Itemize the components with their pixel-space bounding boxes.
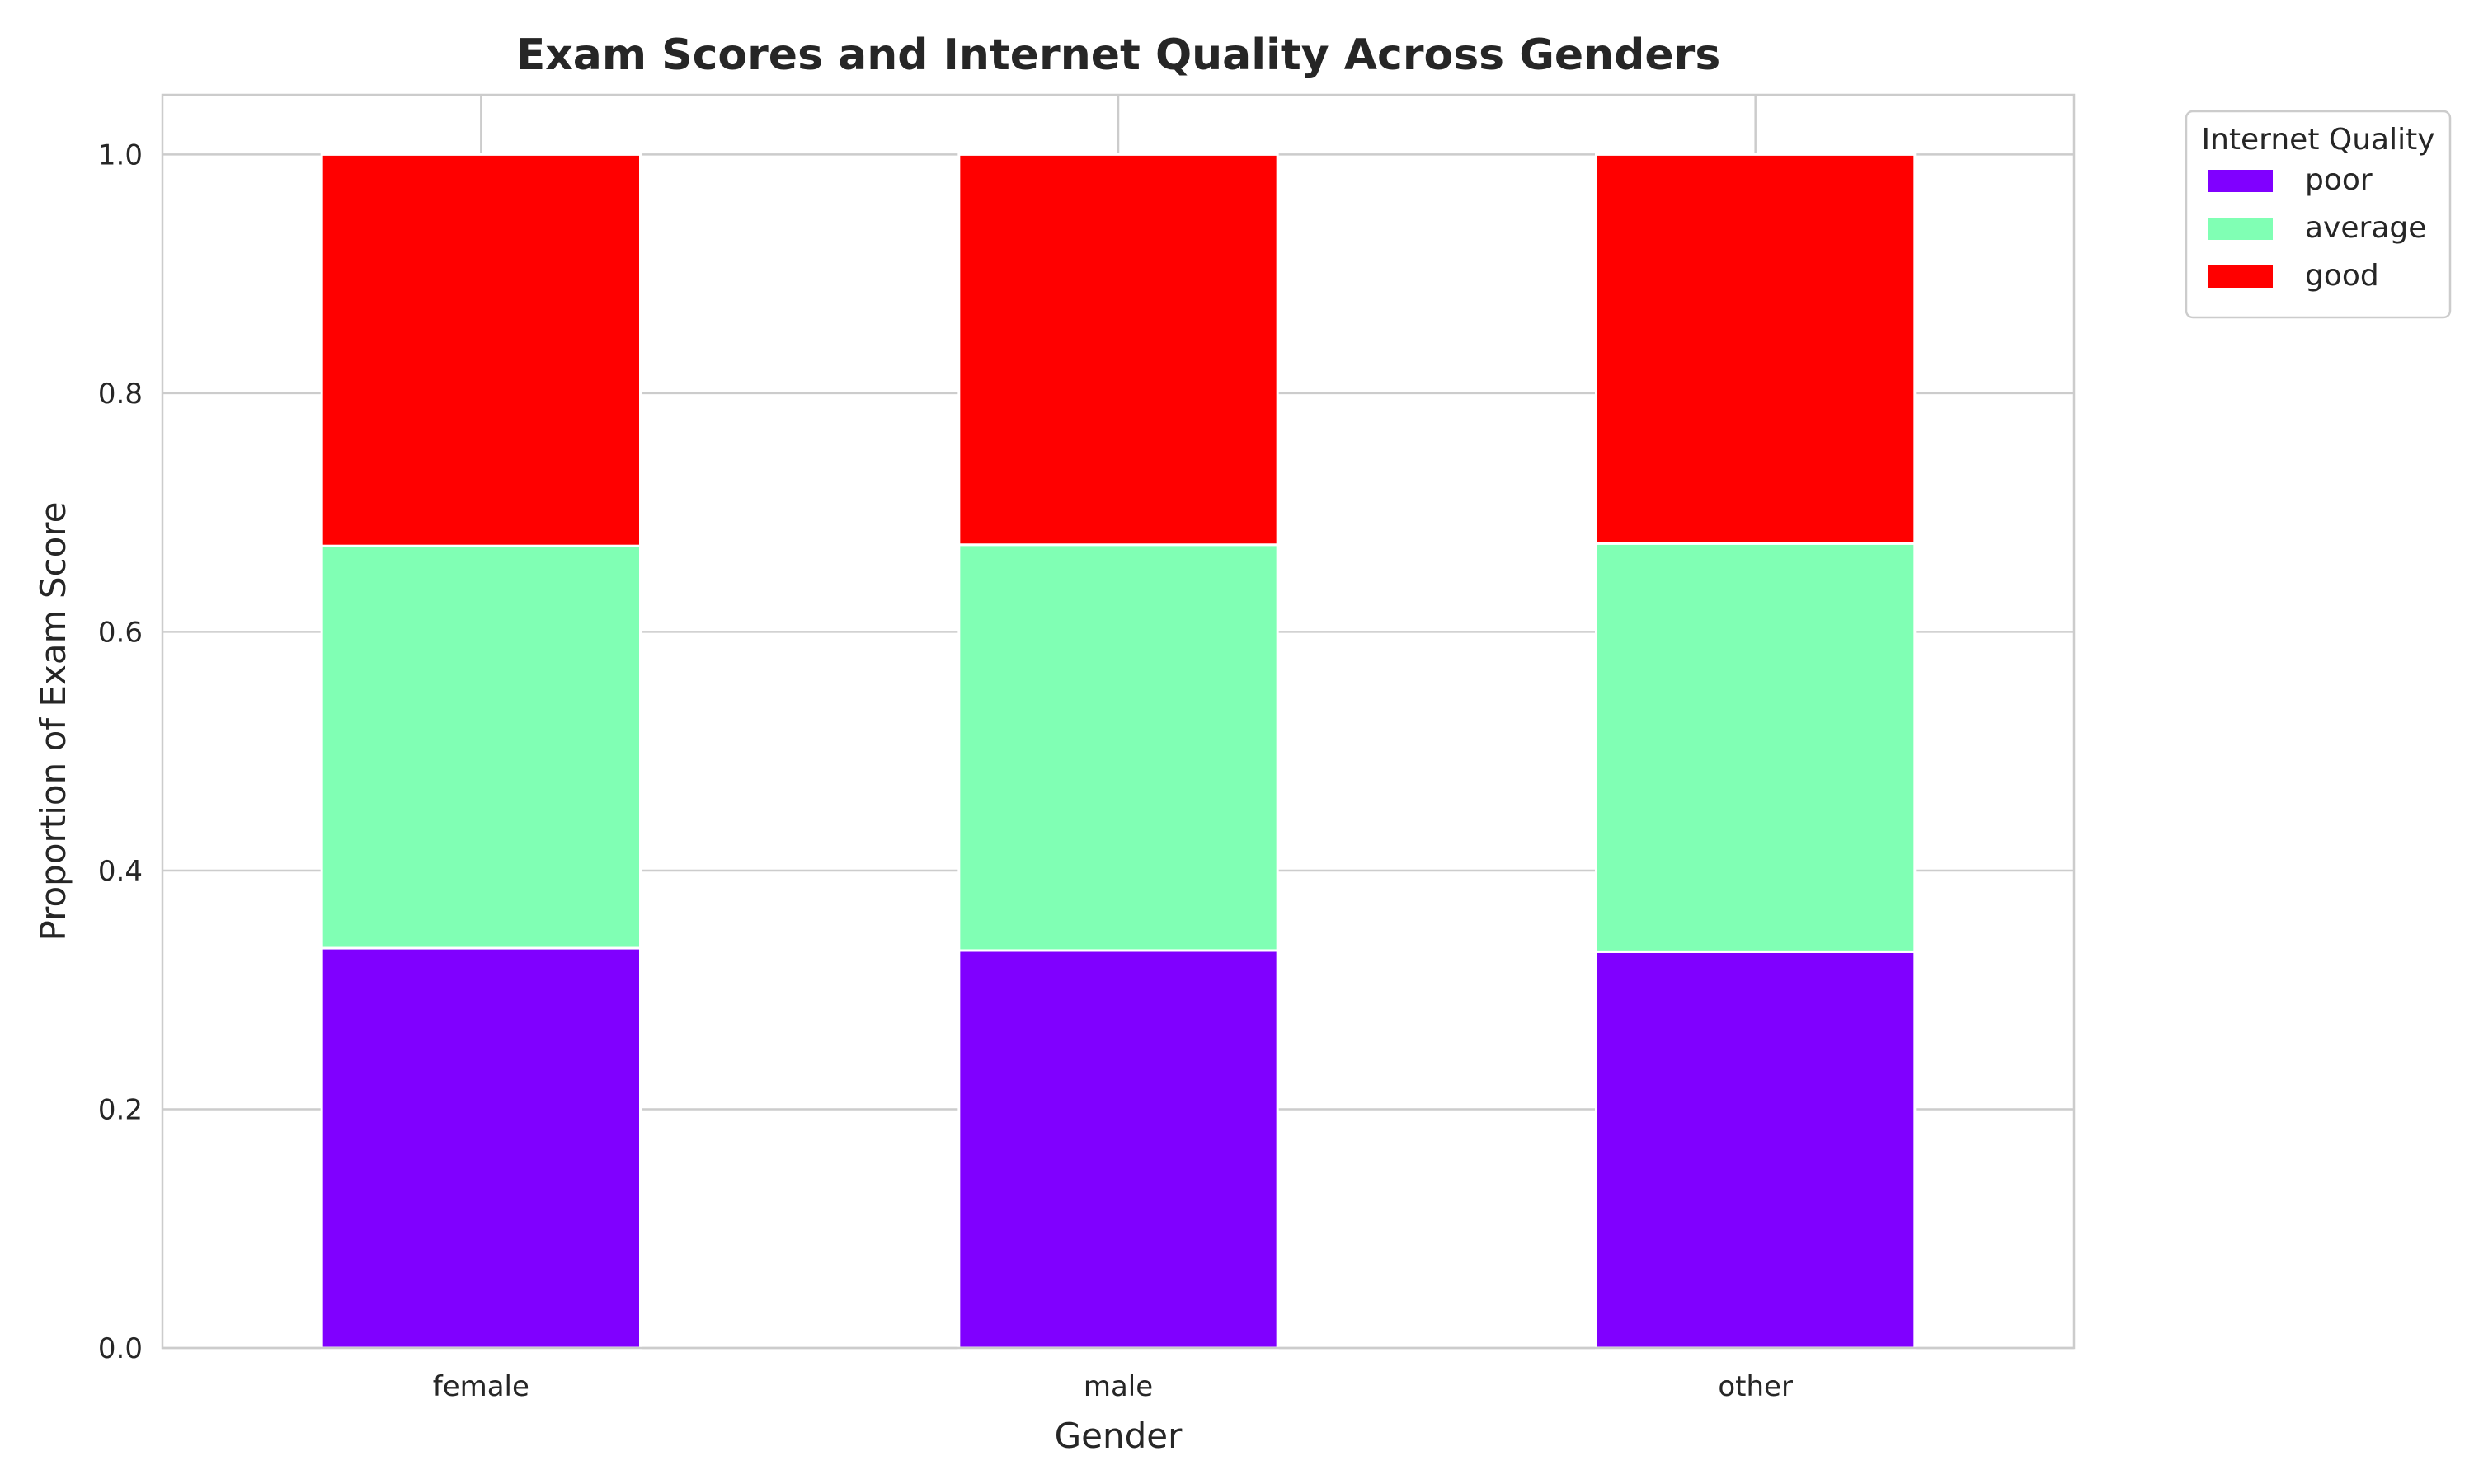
y-axis-ticks: 0.0 0.2 0.4 0.6 0.8 1.0 — [98, 139, 143, 1365]
bar-average-other — [1595, 542, 1917, 953]
y-tick-label: 0.0 — [98, 1332, 143, 1365]
bar-poor-male — [957, 949, 1279, 1350]
legend-label: good — [2305, 259, 2379, 293]
legend-label: average — [2305, 211, 2426, 245]
bar-good-male — [957, 153, 1279, 547]
bars — [320, 153, 1917, 1350]
x-tick-label: female — [433, 1370, 529, 1403]
legend-item-good: good — [2208, 259, 2379, 293]
plot-frame — [161, 93, 2076, 1350]
bar-good-other — [1595, 153, 1917, 545]
bar-poor-other — [1595, 950, 1917, 1350]
legend-entries: poor average good — [2208, 163, 2426, 293]
y-tick-label: 0.2 — [98, 1093, 143, 1126]
bar-average-female — [320, 544, 642, 950]
legend-swatch — [2208, 218, 2273, 240]
legend-item-poor: poor — [2208, 163, 2373, 197]
x-axis-label: Gender — [1055, 1416, 1183, 1456]
bar-average-male — [957, 543, 1279, 952]
legend-item-average: average — [2208, 211, 2426, 245]
chart-title: Exam Scores and Internet Quality Across … — [516, 31, 1721, 80]
y-tick-label: 0.6 — [98, 616, 143, 649]
bar-poor-female — [320, 946, 642, 1350]
legend: Internet Quality poor average good — [2185, 110, 2452, 319]
legend-swatch — [2208, 265, 2273, 288]
legend-label: poor — [2305, 163, 2373, 197]
x-axis-ticks: female male other — [433, 1370, 1793, 1403]
y-tick-label: 1.0 — [98, 139, 143, 171]
y-tick-label: 0.8 — [98, 378, 143, 411]
x-tick-label: male — [1084, 1370, 1153, 1403]
y-tick-label: 0.4 — [98, 855, 143, 888]
x-tick-label: other — [1718, 1370, 1793, 1403]
legend-swatch — [2208, 170, 2273, 192]
y-axis-label: Proportion of Exam Score — [33, 502, 73, 942]
bar-good-female — [320, 153, 642, 547]
legend-title: Internet Quality — [2201, 123, 2434, 157]
plot-area — [161, 93, 2076, 1350]
